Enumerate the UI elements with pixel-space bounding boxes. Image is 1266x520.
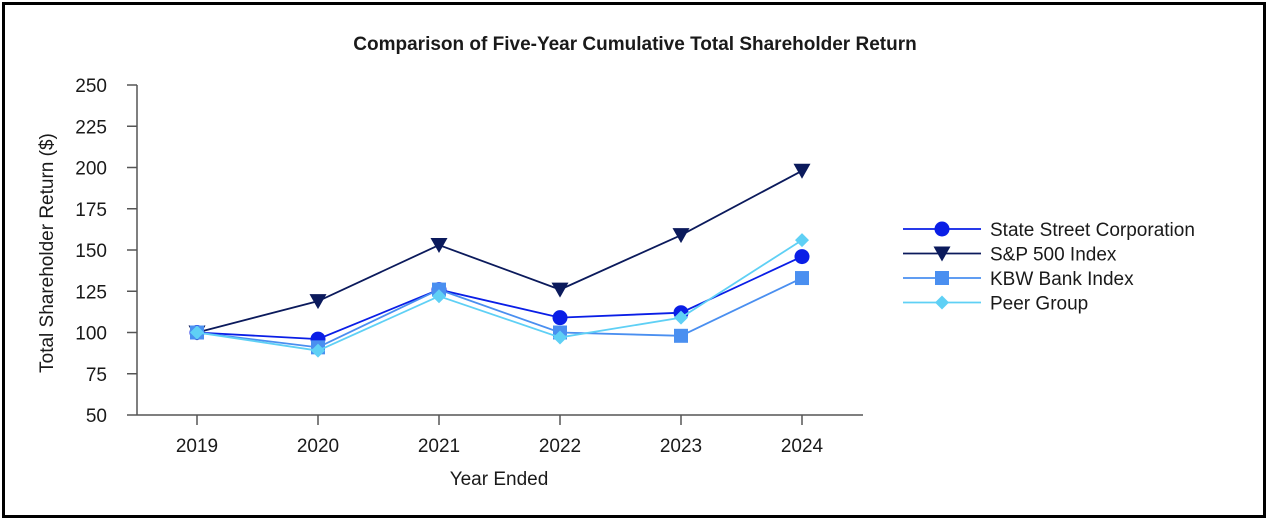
legend: State Street Corporation S&P 500 Index KBW…: [903, 220, 1195, 315]
y-axis-label: Total Shareholder Return ($): [37, 133, 58, 373]
data-point: [674, 310, 688, 325]
legend-marker: [935, 271, 949, 285]
y-tick-label: 125: [75, 282, 107, 303]
data-point: [432, 289, 446, 304]
line-chart: Comparison of Five-Year Cumulative Total…: [37, 34, 1195, 490]
data-point: [795, 233, 809, 248]
data-point: [674, 328, 688, 343]
series-kbw-bank-index: [190, 271, 809, 355]
series-layer: [188, 163, 811, 358]
data-point: [430, 238, 448, 254]
y-tick-label: 150: [75, 241, 107, 262]
y-tick-label: 100: [75, 324, 107, 345]
data-point: [795, 271, 809, 286]
chart-title: Comparison of Five-Year Cumulative Total…: [353, 34, 916, 55]
x-tick-label: 2024: [781, 436, 824, 457]
legend-label: S&P 500 Index: [990, 245, 1117, 266]
legend-item: Peer Group: [903, 294, 1088, 315]
y-tick-label: 250: [75, 76, 107, 97]
y-tick-label: 200: [75, 159, 107, 180]
data-point: [553, 330, 567, 345]
data-point: [793, 163, 811, 179]
x-tick-label: 2022: [539, 436, 581, 457]
data-point: [672, 228, 690, 244]
legend-label: KBW Bank Index: [990, 269, 1134, 290]
data-point: [190, 325, 204, 340]
legend-marker: [935, 295, 949, 310]
data-point: [311, 343, 325, 358]
series-line: [196, 239, 803, 352]
legend-marker: [934, 221, 950, 237]
data-point: [794, 249, 810, 265]
series-line: [196, 255, 803, 341]
x-tick-label: 2019: [176, 436, 218, 457]
legend-item: State Street Corporation: [903, 220, 1195, 241]
x-tick-label: 2021: [418, 436, 460, 457]
axes: 50 75 100 125 150 175 200 225 250 2019 2020 2021 202…: [75, 76, 863, 457]
data-point: [309, 294, 327, 310]
data-point: [552, 310, 568, 326]
x-tick-label: 2023: [660, 436, 702, 457]
x-axis-label: Year Ended: [450, 469, 549, 490]
legend-item: S&P 500 Index: [903, 245, 1117, 266]
series-peer-group: [190, 233, 809, 358]
x-tick-label: 2020: [297, 436, 339, 457]
series-line: [196, 277, 803, 349]
series-s-p-500-index: [188, 163, 811, 341]
series-state-street-corporation: [189, 249, 810, 347]
series-line: [196, 170, 803, 334]
data-point: [551, 282, 569, 298]
y-tick-label: 225: [75, 117, 107, 138]
legend-marker: [933, 246, 951, 262]
y-tick-label: 75: [86, 365, 107, 386]
legend-label: State Street Corporation: [990, 220, 1195, 241]
legend-label: Peer Group: [990, 294, 1088, 315]
legend-item: KBW Bank Index: [903, 269, 1134, 290]
y-tick-label: 50: [86, 406, 107, 427]
y-tick-label: 175: [75, 200, 107, 221]
